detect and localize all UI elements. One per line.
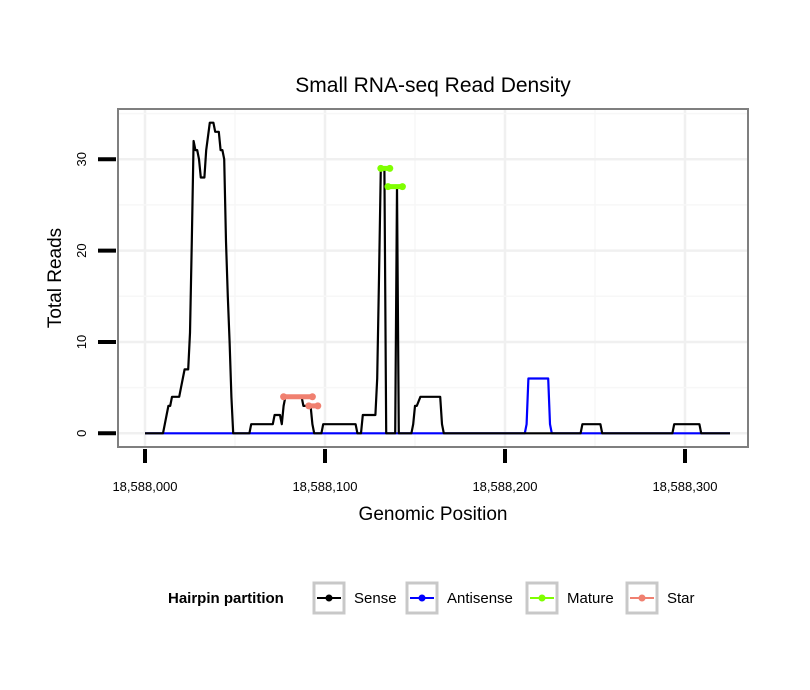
y-tick-label: 20 xyxy=(74,243,89,257)
x-tick-label: 18,588,200 xyxy=(472,479,537,494)
point-mature xyxy=(384,183,392,191)
legend-label-mature: Mature xyxy=(567,590,614,607)
series-layer xyxy=(145,121,730,435)
x-tick-label: 18,588,300 xyxy=(652,479,717,494)
point-mature xyxy=(386,164,394,172)
legend-item-mature: Mature xyxy=(525,581,614,615)
point-star xyxy=(305,402,313,410)
point-star xyxy=(314,402,322,410)
x-tick-label: 18,588,000 xyxy=(112,479,177,494)
y-tick-label: 0 xyxy=(74,430,89,437)
legend-item-sense: Sense xyxy=(312,581,397,615)
series-line-sense xyxy=(145,121,730,435)
legend-dot-sense xyxy=(325,594,333,602)
legend: Hairpin partition Sense Antisense Mature… xyxy=(168,581,695,615)
legend-label-star: Star xyxy=(667,590,695,607)
axis-ticks: 18,588,000 18,588,100 18,588,200 18,588,300… xyxy=(74,152,718,494)
plot-panel xyxy=(117,108,749,448)
y-tick-label: 10 xyxy=(74,335,89,349)
legend-label-sense: Sense xyxy=(354,590,397,607)
point-mature xyxy=(398,183,406,191)
series-line-antisense xyxy=(145,377,730,435)
x-axis-label: Genomic Position xyxy=(359,504,508,525)
y-axis-label: Total Reads xyxy=(45,228,66,328)
point-star xyxy=(308,393,316,401)
legend-item-antisense: Antisense xyxy=(405,581,513,615)
legend-item-star: Star xyxy=(625,581,695,615)
point-star xyxy=(280,393,288,401)
y-tick-label: 30 xyxy=(74,152,89,166)
legend-dot-mature xyxy=(538,594,546,602)
point-mature xyxy=(377,164,385,172)
legend-dot-antisense xyxy=(418,594,426,602)
legend-title: Hairpin partition xyxy=(168,590,284,607)
chart-title: Small RNA-seq Read Density xyxy=(295,74,571,97)
x-tick-label: 18,588,100 xyxy=(292,479,357,494)
legend-label-antisense: Antisense xyxy=(447,590,513,607)
legend-dot-star xyxy=(638,594,646,602)
